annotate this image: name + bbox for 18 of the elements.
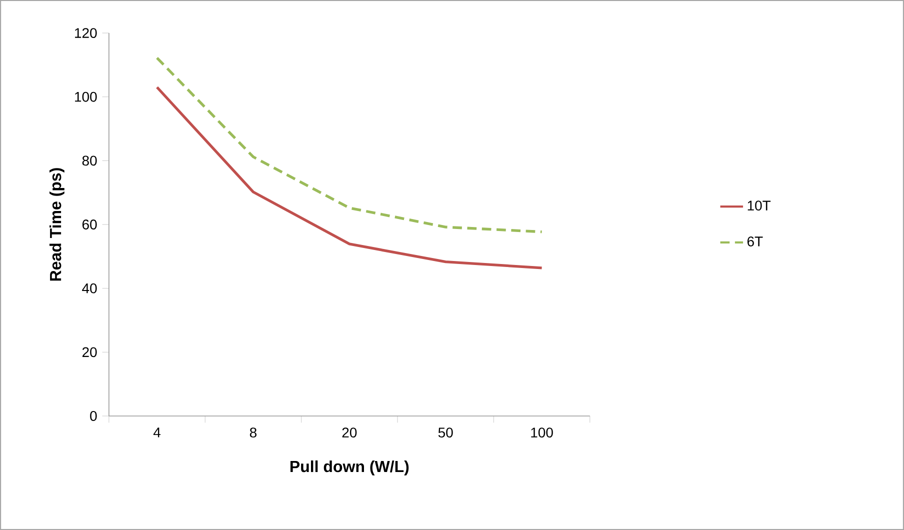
y-tick-label: 60 [82, 220, 97, 230]
y-tick-label: 0 [90, 411, 97, 421]
legend-label: 6T [747, 236, 763, 246]
line-series [156, 56, 544, 234]
y-axis-title: Read Time (ps) [49, 168, 64, 281]
y-tick-label: 100 [75, 92, 97, 102]
x-tick-label: 100 [531, 428, 553, 438]
y-tick-label: 40 [82, 283, 97, 294]
legend-label: 10T [748, 200, 771, 211]
y-tick-label: 120 [75, 28, 97, 38]
x-tick-label: 8 [250, 428, 256, 438]
y-tick-label: 80 [82, 156, 97, 166]
x-tick-label: 4 [153, 428, 160, 438]
y-tick-label: 20 [82, 347, 97, 358]
x-tick-label: 50 [438, 428, 453, 438]
x-axis-title: Pull down (W/L) [290, 460, 409, 476]
x-tick-label: 20 [342, 428, 357, 438]
line-series [156, 86, 544, 270]
